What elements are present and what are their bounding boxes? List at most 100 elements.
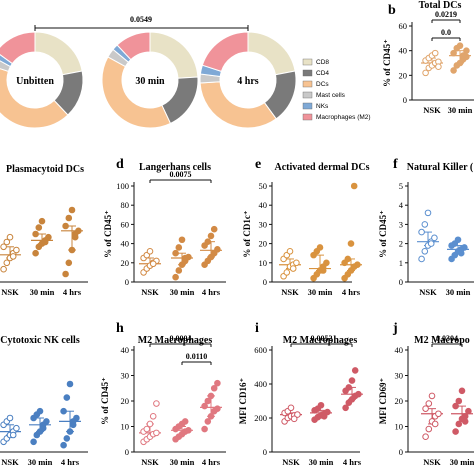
- y-axis-label: % of CD45⁺: [103, 210, 113, 258]
- data-point: [323, 259, 330, 267]
- data-point: [62, 222, 69, 230]
- x-category-label: NSK: [1, 457, 19, 467]
- x-category-label: 30 min: [170, 457, 195, 467]
- data-point: [418, 255, 425, 263]
- panel-title: Activated dermal DCs: [275, 162, 370, 173]
- y-tick-label: 3: [399, 219, 403, 229]
- data-point: [454, 236, 462, 244]
- x-category-label: NSK: [141, 457, 159, 467]
- y-tick-label: 10: [259, 258, 268, 268]
- data-point: [435, 63, 442, 70]
- pvalue-label: 0.0075: [170, 170, 192, 179]
- data-point: [287, 404, 295, 412]
- data-point: [146, 247, 154, 255]
- data-point: [431, 234, 438, 242]
- data-point: [207, 232, 215, 240]
- data-point: [0, 243, 7, 251]
- y-tick-label: 4: [399, 200, 404, 210]
- data-point: [418, 228, 425, 236]
- legend-swatch: [302, 58, 313, 66]
- data-point: [283, 269, 291, 276]
- data-point: [350, 182, 358, 190]
- y-tick-label: 10: [395, 422, 404, 432]
- data-point: [6, 414, 14, 422]
- data-point: [210, 225, 218, 233]
- data-point: [71, 230, 79, 238]
- data-point: [68, 246, 76, 254]
- data-point: [461, 418, 469, 425]
- x-category-label: NSK: [423, 457, 441, 467]
- donut-label: 4 hrs: [237, 76, 259, 87]
- data-point: [65, 259, 73, 267]
- data-point: [320, 413, 328, 420]
- donut-slice: [149, 31, 199, 79]
- data-point: [181, 254, 189, 262]
- y-tick-label: 40: [121, 239, 130, 249]
- data-point: [286, 247, 294, 255]
- data-point: [204, 418, 212, 425]
- x-category-label: NSK: [419, 287, 437, 297]
- x-category-label: 30 min: [308, 287, 333, 297]
- data-point: [214, 405, 221, 412]
- panel-letter: j: [392, 321, 398, 336]
- data-point: [60, 407, 67, 415]
- data-point: [3, 238, 11, 246]
- data-point: [354, 261, 361, 269]
- panel-letter: f: [393, 157, 398, 172]
- data-point: [38, 217, 46, 225]
- donut-slice: [101, 56, 172, 129]
- data-point: [348, 377, 356, 384]
- data-point: [290, 415, 298, 423]
- panel-letter: d: [116, 157, 124, 172]
- donut-slice: [201, 31, 249, 72]
- y-tick-label: 0: [399, 277, 403, 287]
- data-point: [66, 428, 74, 435]
- donut-slice: [199, 81, 277, 129]
- y-tick-label: 20: [399, 70, 408, 80]
- data-point: [9, 431, 17, 439]
- data-point: [435, 410, 442, 418]
- pvalue-label: 0.0052: [311, 334, 333, 343]
- data-point: [0, 265, 7, 273]
- y-tick-label: 5: [399, 181, 403, 191]
- x-category-label: 4 hrs: [202, 457, 221, 467]
- y-tick-label: 80: [121, 200, 130, 210]
- pvalue-label: 0.0: [441, 28, 451, 37]
- data-point: [344, 255, 352, 263]
- legend-entry: Macrophages (M2): [316, 114, 371, 121]
- legend-entry: NKs: [316, 103, 329, 110]
- legend-swatch: [302, 69, 313, 77]
- y-tick-label: 60: [399, 21, 408, 31]
- legend-swatch: [302, 102, 313, 110]
- pvalue-label: 0.0110: [186, 352, 208, 361]
- legend-entry: CD4: [316, 70, 329, 77]
- panel-letter: e: [255, 157, 261, 172]
- data-point: [210, 384, 218, 392]
- data-point: [421, 221, 429, 228]
- data-point: [69, 418, 77, 425]
- data-point: [459, 52, 467, 59]
- data-point: [207, 392, 215, 400]
- data-point: [422, 69, 429, 77]
- data-point: [35, 224, 43, 231]
- data-point: [342, 404, 349, 412]
- y-tick-label: 20: [121, 258, 130, 268]
- x-category-label: NSK: [1, 287, 19, 297]
- x-category-label: 4 hrs: [342, 287, 361, 297]
- donut-slice: [116, 31, 151, 61]
- donut-slice: [247, 31, 296, 76]
- x-category-label: NSK: [423, 105, 441, 115]
- data-point: [63, 394, 71, 401]
- data-point: [456, 42, 464, 50]
- data-point: [431, 420, 439, 428]
- data-point: [294, 411, 301, 418]
- y-tick-label: 30: [121, 371, 130, 381]
- data-point: [63, 435, 71, 442]
- y-tick-label: 30: [395, 371, 404, 381]
- panel-title: Natural Killer (: [407, 162, 474, 173]
- data-point: [319, 267, 327, 274]
- x-category-label: NSK: [141, 287, 159, 297]
- data-point: [457, 249, 465, 257]
- data-point: [450, 49, 457, 57]
- data-point: [465, 407, 472, 415]
